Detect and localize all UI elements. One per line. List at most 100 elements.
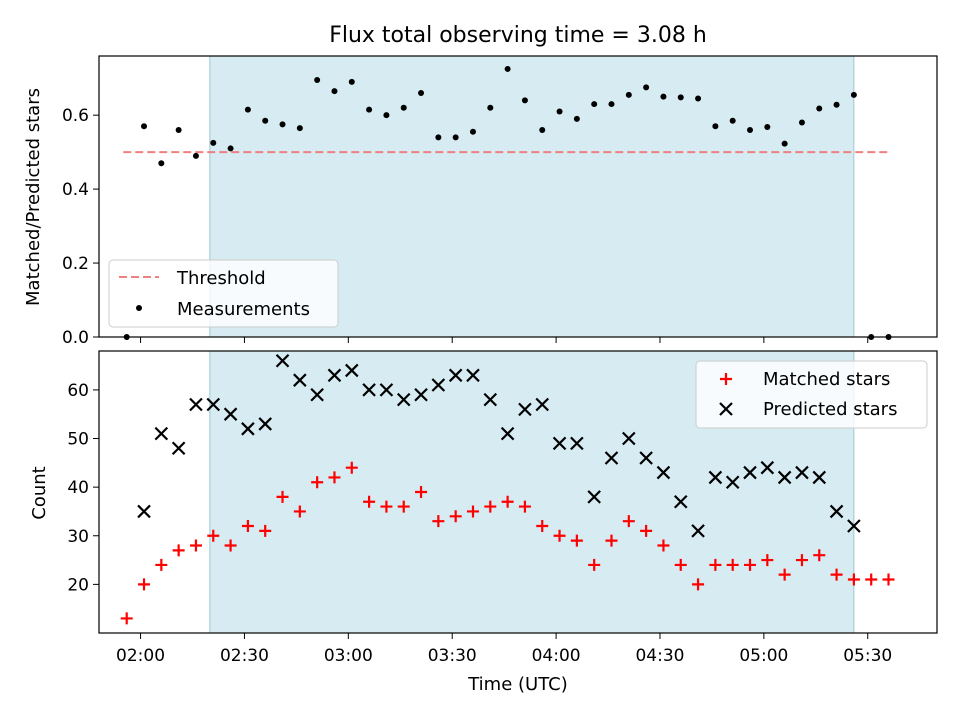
measurement-point	[816, 105, 823, 112]
measurement-point	[400, 104, 407, 111]
top-y-axis: 0.0 0.2 0.4 0.6	[62, 106, 99, 348]
bottom-y-tick-label: 40	[67, 478, 89, 498]
predicted-star-marker	[847, 519, 861, 533]
x-tick-label: 03:30	[428, 646, 477, 666]
predicted-star-marker	[414, 387, 428, 402]
measurement-point	[175, 126, 182, 133]
bottom-legend-box	[695, 360, 928, 429]
bottom-y-axis-label: Count	[29, 466, 50, 519]
predicted-star-marker	[293, 373, 307, 387]
top-plot-marks	[123, 65, 892, 340]
matched-star-marker	[189, 539, 202, 552]
bottom-y-tick-label: 20	[67, 575, 89, 595]
measurement-point	[296, 125, 303, 132]
measurement-point	[712, 123, 719, 130]
predicted-star-marker	[189, 397, 203, 412]
matched-stars-legend-label: Matched stars	[763, 369, 890, 390]
matched-star-marker	[588, 558, 601, 571]
matched-star-marker	[241, 520, 254, 533]
predicted-star-marker	[725, 475, 740, 490]
measurement-point	[435, 134, 442, 141]
matched-star-marker	[449, 510, 462, 523]
measurements-legend-marker	[136, 305, 142, 311]
matched-star-marker	[813, 549, 826, 562]
measurement-point	[469, 128, 476, 135]
matched-stars-legend-glyph	[720, 373, 732, 385]
matched-star-marker	[674, 558, 687, 571]
predicted-star-marker	[777, 470, 792, 485]
measurement-point	[383, 112, 390, 119]
measurements-legend-label: Measurements	[177, 299, 310, 320]
bottom-y-tick-label: 30	[67, 527, 89, 547]
top-x-ticks	[140, 337, 869, 343]
predicted-star-marker	[223, 407, 238, 421]
bottom-panel-frame	[98, 350, 938, 634]
threshold-legend-label: Threshold	[176, 268, 266, 289]
matched-star-marker	[120, 612, 133, 625]
measurement-point	[798, 119, 805, 126]
x-tick-label: 03:00	[324, 646, 373, 666]
x-tick-label: 02:00	[116, 646, 165, 666]
predicted-star-marker	[154, 426, 169, 441]
x-tick-label: 04:00	[532, 646, 581, 666]
matched-star-marker	[138, 578, 151, 591]
predicted-star-marker	[483, 392, 498, 407]
measurement-point	[244, 106, 251, 113]
bottom-y-tick-label: 50	[67, 430, 89, 450]
top-y-tick-label: 0.4	[62, 180, 89, 200]
matched-star-marker	[795, 554, 808, 567]
predicted-star-marker	[708, 470, 723, 485]
matched-stars-legend-marker	[720, 373, 732, 385]
matched-star-marker	[345, 461, 358, 474]
predicted-star-marker	[760, 460, 775, 475]
top-y-axis-label: Matched/Predicted stars	[23, 88, 44, 306]
matched-star-marker	[293, 505, 306, 518]
measurement-point	[764, 123, 771, 130]
top-y-tick-label: 0.0	[62, 328, 89, 348]
bottom-panel: 20 30 40 50 60 02:00 02:30 03:00 03:30 04:00 04:3…	[29, 350, 938, 695]
measurement-point	[660, 93, 667, 100]
matched-star-marker	[536, 520, 549, 533]
predicted-star-marker	[518, 402, 532, 417]
measurement-point	[677, 94, 684, 101]
matched-star-marker	[847, 573, 860, 586]
predicted-star-marker	[535, 397, 550, 412]
predicted-star-marker	[656, 465, 671, 480]
matched-star-marker	[830, 568, 843, 581]
measurement-point	[366, 106, 373, 113]
predicted-star-marker	[812, 470, 827, 485]
predicted-star-marker	[466, 368, 480, 383]
bottom-plot-marks	[120, 353, 895, 625]
measurement-point	[504, 65, 511, 72]
matched-star-marker	[311, 476, 324, 489]
x-tick-label: 05:30	[843, 646, 892, 666]
measurement-point	[452, 134, 459, 141]
measurement-point	[695, 95, 702, 102]
predicted-star-marker	[345, 363, 359, 378]
measurement-point	[747, 126, 754, 133]
predicted-star-marker	[275, 353, 290, 368]
predicted-star-marker	[552, 436, 567, 451]
predicted-star-marker	[743, 465, 757, 480]
matched-star-marker	[570, 534, 583, 547]
measurement-point	[418, 89, 425, 96]
measurement-point	[331, 88, 338, 95]
measurement-point	[625, 91, 632, 98]
x-tick-label: 05:00	[739, 646, 788, 666]
matched-star-marker	[882, 573, 895, 586]
measurement-point	[643, 84, 650, 91]
matched-star-marker	[501, 495, 514, 508]
chart-title: Flux total observing time = 3.08 h	[329, 23, 707, 48]
predicted-star-marker	[829, 504, 844, 519]
measurement-point	[833, 101, 840, 108]
matched-star-marker	[397, 500, 410, 513]
matched-star-marker	[744, 558, 757, 571]
matched-star-marker	[709, 558, 722, 571]
predicted-stars-legend-glyph	[719, 402, 733, 416]
predicted-star-marker	[448, 368, 463, 383]
measurement-point	[279, 121, 286, 128]
measurement-point	[314, 77, 321, 84]
measurement-point	[539, 126, 546, 133]
top-panel-frame	[98, 55, 938, 338]
predicted-star-marker	[241, 422, 255, 436]
